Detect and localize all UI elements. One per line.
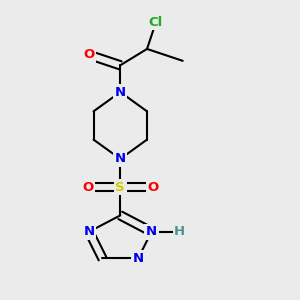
Text: S: S <box>116 181 125 194</box>
Text: N: N <box>133 252 144 265</box>
Text: Cl: Cl <box>149 16 163 29</box>
Text: O: O <box>82 181 93 194</box>
Text: N: N <box>146 225 157 238</box>
Text: N: N <box>83 225 94 238</box>
Text: H: H <box>174 225 185 238</box>
Text: O: O <box>83 48 95 62</box>
Text: N: N <box>115 85 126 98</box>
Text: O: O <box>147 181 159 194</box>
Text: N: N <box>115 152 126 165</box>
